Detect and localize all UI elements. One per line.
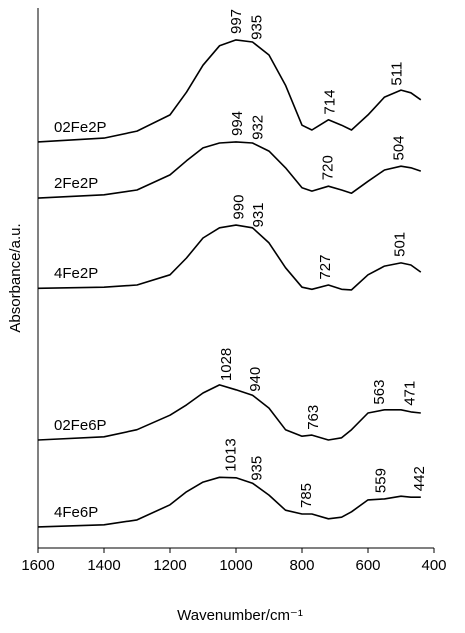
peak-label: 442	[411, 466, 428, 491]
peak-label: 1013	[223, 438, 240, 471]
y-axis-label: Absorbance/a.u.	[7, 223, 24, 332]
peak-label: 504	[391, 135, 408, 160]
peak-label: 559	[372, 468, 389, 493]
peak-label: 994	[229, 111, 246, 136]
peak-label: 935	[248, 456, 265, 481]
x-tick-label: 1400	[87, 557, 120, 574]
peak-label: 940	[247, 367, 264, 392]
spectrum-line	[37, 141, 422, 199]
x-tick-label: 1200	[153, 557, 186, 574]
peak-label: 931	[250, 202, 267, 227]
peak-label: 935	[248, 15, 265, 40]
series-label: 02Fe6P	[54, 417, 107, 434]
spectrum-line	[37, 39, 422, 143]
x-tick-label: 1000	[219, 557, 252, 574]
peak-label: 932	[249, 115, 266, 140]
peak-label: 714	[321, 90, 338, 115]
peak-label: 997	[228, 9, 245, 34]
peak-label: 471	[402, 381, 419, 406]
x-axis-label: Wavenumber/cm⁻¹	[177, 607, 303, 624]
peak-label: 563	[371, 380, 388, 405]
spectrum-line	[37, 476, 421, 528]
x-tick-label: 800	[289, 557, 314, 574]
peak-label: 511	[388, 62, 405, 86]
peak-label: 990	[230, 195, 247, 220]
peak-label: 1028	[218, 348, 235, 381]
peak-label: 501	[392, 232, 409, 257]
series-label: 4Fe2P	[54, 265, 98, 282]
peak-label: 763	[305, 405, 322, 430]
peak-label: 785	[298, 483, 315, 508]
x-tick-label: 600	[355, 557, 380, 574]
series-label: 02Fe2P	[54, 119, 107, 136]
x-tick-label: 1600	[21, 557, 54, 574]
x-tick-label: 400	[421, 557, 446, 574]
series-label: 4Fe6P	[54, 504, 98, 521]
series-label: 2Fe2P	[54, 175, 98, 192]
peak-label: 720	[319, 155, 336, 180]
peak-label: 727	[317, 255, 334, 280]
spectrum-line	[37, 384, 421, 441]
spectrum-line	[37, 224, 422, 291]
